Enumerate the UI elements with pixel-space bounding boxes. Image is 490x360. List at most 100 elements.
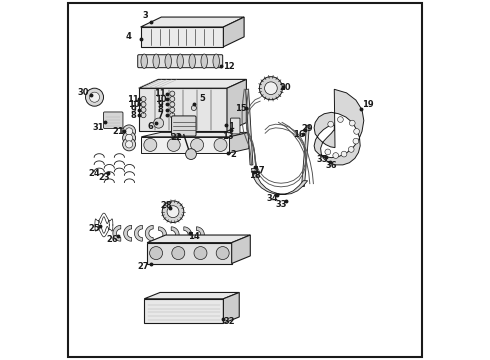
Text: 12: 12 xyxy=(223,62,235,71)
FancyBboxPatch shape xyxy=(231,118,240,134)
Polygon shape xyxy=(139,80,246,88)
Circle shape xyxy=(170,107,175,112)
Text: 8: 8 xyxy=(157,105,163,114)
Ellipse shape xyxy=(165,54,172,68)
Circle shape xyxy=(214,139,227,152)
Circle shape xyxy=(122,131,136,144)
Text: 33: 33 xyxy=(276,200,288,209)
Text: 10: 10 xyxy=(154,94,166,104)
Ellipse shape xyxy=(213,54,220,68)
Circle shape xyxy=(141,107,146,112)
Circle shape xyxy=(194,247,207,260)
Text: 1: 1 xyxy=(228,122,234,131)
Circle shape xyxy=(265,82,277,95)
Circle shape xyxy=(86,88,103,106)
Text: 9: 9 xyxy=(130,105,136,114)
Circle shape xyxy=(338,117,343,122)
Text: 34: 34 xyxy=(266,194,278,203)
Circle shape xyxy=(149,247,163,260)
Circle shape xyxy=(153,118,164,128)
Ellipse shape xyxy=(189,54,196,68)
Circle shape xyxy=(348,147,354,152)
Text: 15: 15 xyxy=(236,104,247,113)
Polygon shape xyxy=(123,225,132,241)
Ellipse shape xyxy=(153,54,159,68)
Ellipse shape xyxy=(177,54,183,68)
Polygon shape xyxy=(146,225,153,241)
Polygon shape xyxy=(141,17,244,27)
Polygon shape xyxy=(232,235,250,264)
Text: 11: 11 xyxy=(127,94,139,104)
Circle shape xyxy=(191,139,204,152)
Circle shape xyxy=(170,102,175,107)
Circle shape xyxy=(216,247,229,260)
Polygon shape xyxy=(147,235,250,243)
Polygon shape xyxy=(223,292,239,323)
Text: 20: 20 xyxy=(279,83,291,92)
Polygon shape xyxy=(223,17,244,47)
Text: 35: 35 xyxy=(317,155,328,163)
Circle shape xyxy=(167,206,179,217)
Circle shape xyxy=(186,149,196,159)
Text: 3: 3 xyxy=(143,11,148,20)
Polygon shape xyxy=(141,27,223,47)
Polygon shape xyxy=(196,227,204,243)
Polygon shape xyxy=(229,132,249,153)
Text: 21: 21 xyxy=(112,127,124,136)
Circle shape xyxy=(353,138,359,144)
Text: 32: 32 xyxy=(223,317,235,325)
Text: 22: 22 xyxy=(171,133,182,142)
Text: 5: 5 xyxy=(199,94,205,103)
Text: 18: 18 xyxy=(248,171,260,180)
Circle shape xyxy=(192,105,196,111)
Text: 19: 19 xyxy=(362,100,373,109)
Text: 30: 30 xyxy=(78,89,90,98)
Circle shape xyxy=(125,141,133,148)
Circle shape xyxy=(141,113,146,118)
Text: 26: 26 xyxy=(106,235,118,244)
Circle shape xyxy=(325,149,331,155)
Text: 29: 29 xyxy=(301,125,313,134)
Text: 23: 23 xyxy=(98,174,110,183)
Text: 6: 6 xyxy=(148,122,154,131)
Text: 24: 24 xyxy=(89,169,100,178)
Polygon shape xyxy=(134,225,143,241)
Ellipse shape xyxy=(141,54,147,68)
Polygon shape xyxy=(171,227,179,243)
Polygon shape xyxy=(141,132,249,137)
Circle shape xyxy=(167,139,180,152)
Polygon shape xyxy=(184,227,192,243)
Polygon shape xyxy=(245,89,253,165)
Circle shape xyxy=(144,139,157,152)
Circle shape xyxy=(90,92,99,102)
Text: 13: 13 xyxy=(222,132,234,141)
Text: 10: 10 xyxy=(127,100,139,109)
Polygon shape xyxy=(301,125,310,186)
Text: 36: 36 xyxy=(325,161,337,170)
Circle shape xyxy=(328,121,334,127)
Polygon shape xyxy=(113,225,121,241)
Text: 4: 4 xyxy=(125,32,131,41)
Circle shape xyxy=(341,151,347,157)
Circle shape xyxy=(141,102,146,107)
Circle shape xyxy=(125,128,133,135)
FancyBboxPatch shape xyxy=(103,112,123,129)
Polygon shape xyxy=(147,243,232,264)
Circle shape xyxy=(333,153,339,158)
Circle shape xyxy=(354,129,360,134)
Text: 14: 14 xyxy=(188,233,200,242)
Text: 2: 2 xyxy=(230,150,236,159)
Circle shape xyxy=(349,120,355,126)
Polygon shape xyxy=(144,292,239,299)
Circle shape xyxy=(125,134,133,141)
FancyBboxPatch shape xyxy=(172,116,196,136)
Polygon shape xyxy=(314,89,364,165)
Text: 28: 28 xyxy=(161,202,172,210)
Polygon shape xyxy=(144,299,223,323)
Circle shape xyxy=(259,77,282,100)
Ellipse shape xyxy=(201,54,207,68)
Text: 31: 31 xyxy=(92,123,104,132)
Circle shape xyxy=(170,91,175,96)
Text: 9: 9 xyxy=(157,100,163,109)
Text: 7: 7 xyxy=(157,111,163,120)
